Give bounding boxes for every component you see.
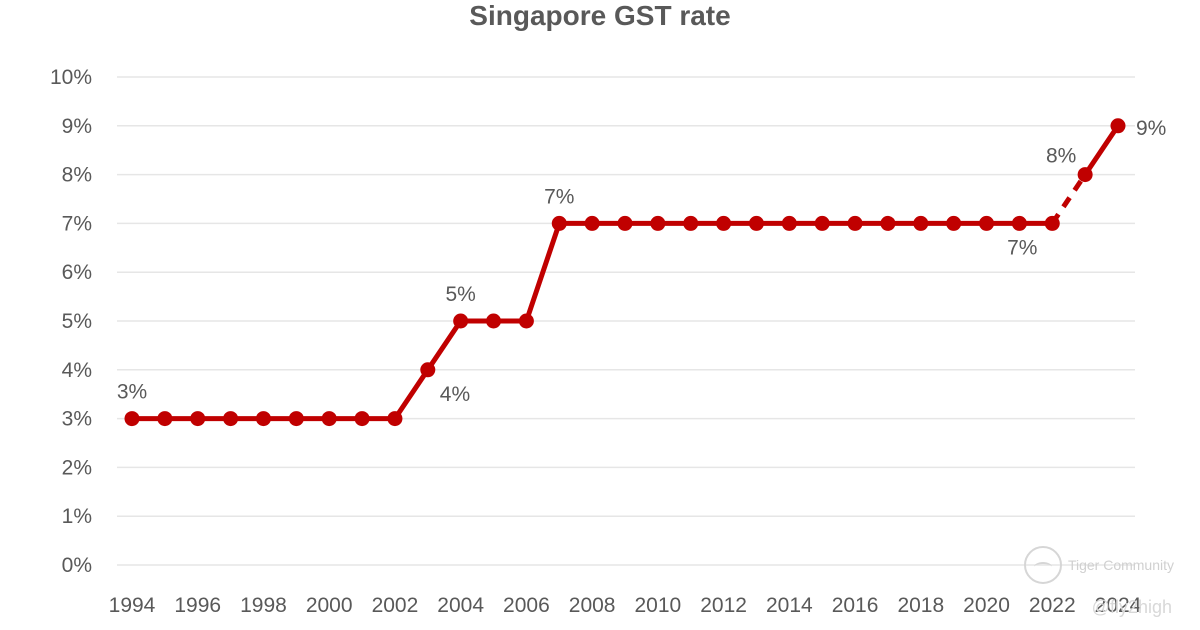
data-label: 3% <box>117 381 147 404</box>
data-point <box>847 215 863 231</box>
x-tick-label: 2010 <box>635 594 682 617</box>
data-point <box>748 215 764 231</box>
series-line-segment <box>425 318 464 373</box>
data-label: 9% <box>1136 117 1166 140</box>
data-point <box>255 411 271 427</box>
y-tick-label: 7% <box>62 212 92 235</box>
data-point <box>288 411 304 427</box>
x-tick-label: 2008 <box>569 594 616 617</box>
data-labels: 3% 4% 5% 7% 7% 8% 9% <box>117 117 1167 406</box>
data-point <box>1077 167 1093 183</box>
y-tick-label: 2% <box>62 456 92 479</box>
y-tick-label: 6% <box>62 261 92 284</box>
series-gst-rate <box>124 118 1126 427</box>
x-tick-label: 2022 <box>1029 594 1076 617</box>
y-axis-ticks: 0% 1% 2% 3% 4% 5% 6% 7% 8% 9% 10% <box>50 66 92 577</box>
data-point <box>1110 118 1126 134</box>
x-axis-ticks: 1994 1996 1998 2000 2002 2004 2006 2008 2010 2012… <box>109 594 1142 617</box>
data-point <box>387 411 403 427</box>
data-label: 5% <box>445 283 475 306</box>
x-tick-label: 2006 <box>503 594 550 617</box>
y-tick-label: 10% <box>50 66 92 89</box>
watermark: Tiger Community <box>1023 546 1174 584</box>
data-point <box>157 411 173 427</box>
data-point <box>584 215 600 231</box>
tiger-logo-icon <box>1023 546 1062 584</box>
x-tick-label: 2002 <box>372 594 419 617</box>
data-point <box>880 215 896 231</box>
data-point <box>486 313 502 329</box>
data-point <box>223 411 239 427</box>
data-point <box>979 215 995 231</box>
data-point <box>617 215 633 231</box>
series-line-segment <box>392 367 431 422</box>
series-line-segment <box>523 220 562 324</box>
y-tick-label: 0% <box>62 554 92 577</box>
data-label: 7% <box>544 185 574 208</box>
y-tick-label: 4% <box>62 359 92 382</box>
y-tick-label: 5% <box>62 310 92 333</box>
data-point <box>354 411 370 427</box>
x-tick-label: 2018 <box>897 594 944 617</box>
data-point <box>814 215 830 231</box>
x-tick-label: 2012 <box>700 594 747 617</box>
data-point <box>124 411 140 427</box>
data-point <box>190 411 206 427</box>
data-label: 4% <box>440 383 470 406</box>
y-tick-label: 8% <box>62 164 92 187</box>
data-point <box>321 411 337 427</box>
data-point <box>551 215 567 231</box>
x-tick-label: 2024 <box>1095 594 1142 617</box>
data-label: 8% <box>1046 145 1076 168</box>
x-tick-label: 2004 <box>437 594 484 617</box>
y-tick-label: 3% <box>62 408 92 431</box>
data-point <box>913 215 929 231</box>
x-tick-label: 2000 <box>306 594 353 617</box>
x-tick-label: 2014 <box>766 594 813 617</box>
series-line-segment <box>1050 173 1088 225</box>
data-label: 7% <box>1007 236 1037 259</box>
x-tick-label: 1998 <box>240 594 287 617</box>
chart-title: Singapore GST rate <box>469 0 730 31</box>
series-line-segment <box>1082 123 1121 178</box>
data-point <box>781 215 797 231</box>
data-point <box>453 313 469 329</box>
data-point <box>420 362 436 378</box>
x-tick-label: 2020 <box>963 594 1010 617</box>
data-point <box>1011 215 1027 231</box>
data-point <box>946 215 962 231</box>
data-point <box>683 215 699 231</box>
y-tick-label: 9% <box>62 115 92 138</box>
data-point <box>716 215 732 231</box>
data-point <box>518 313 534 329</box>
data-point <box>1044 215 1060 231</box>
watermark-handle: @fly2high <box>1091 597 1172 617</box>
grid-lines <box>117 76 1135 566</box>
x-tick-label: 1996 <box>174 594 221 617</box>
y-tick-label: 1% <box>62 505 92 528</box>
data-point <box>650 215 666 231</box>
watermark-brand: Tiger Community <box>1067 557 1174 573</box>
x-tick-label: 1994 <box>109 594 156 617</box>
x-tick-label: 2016 <box>832 594 879 617</box>
